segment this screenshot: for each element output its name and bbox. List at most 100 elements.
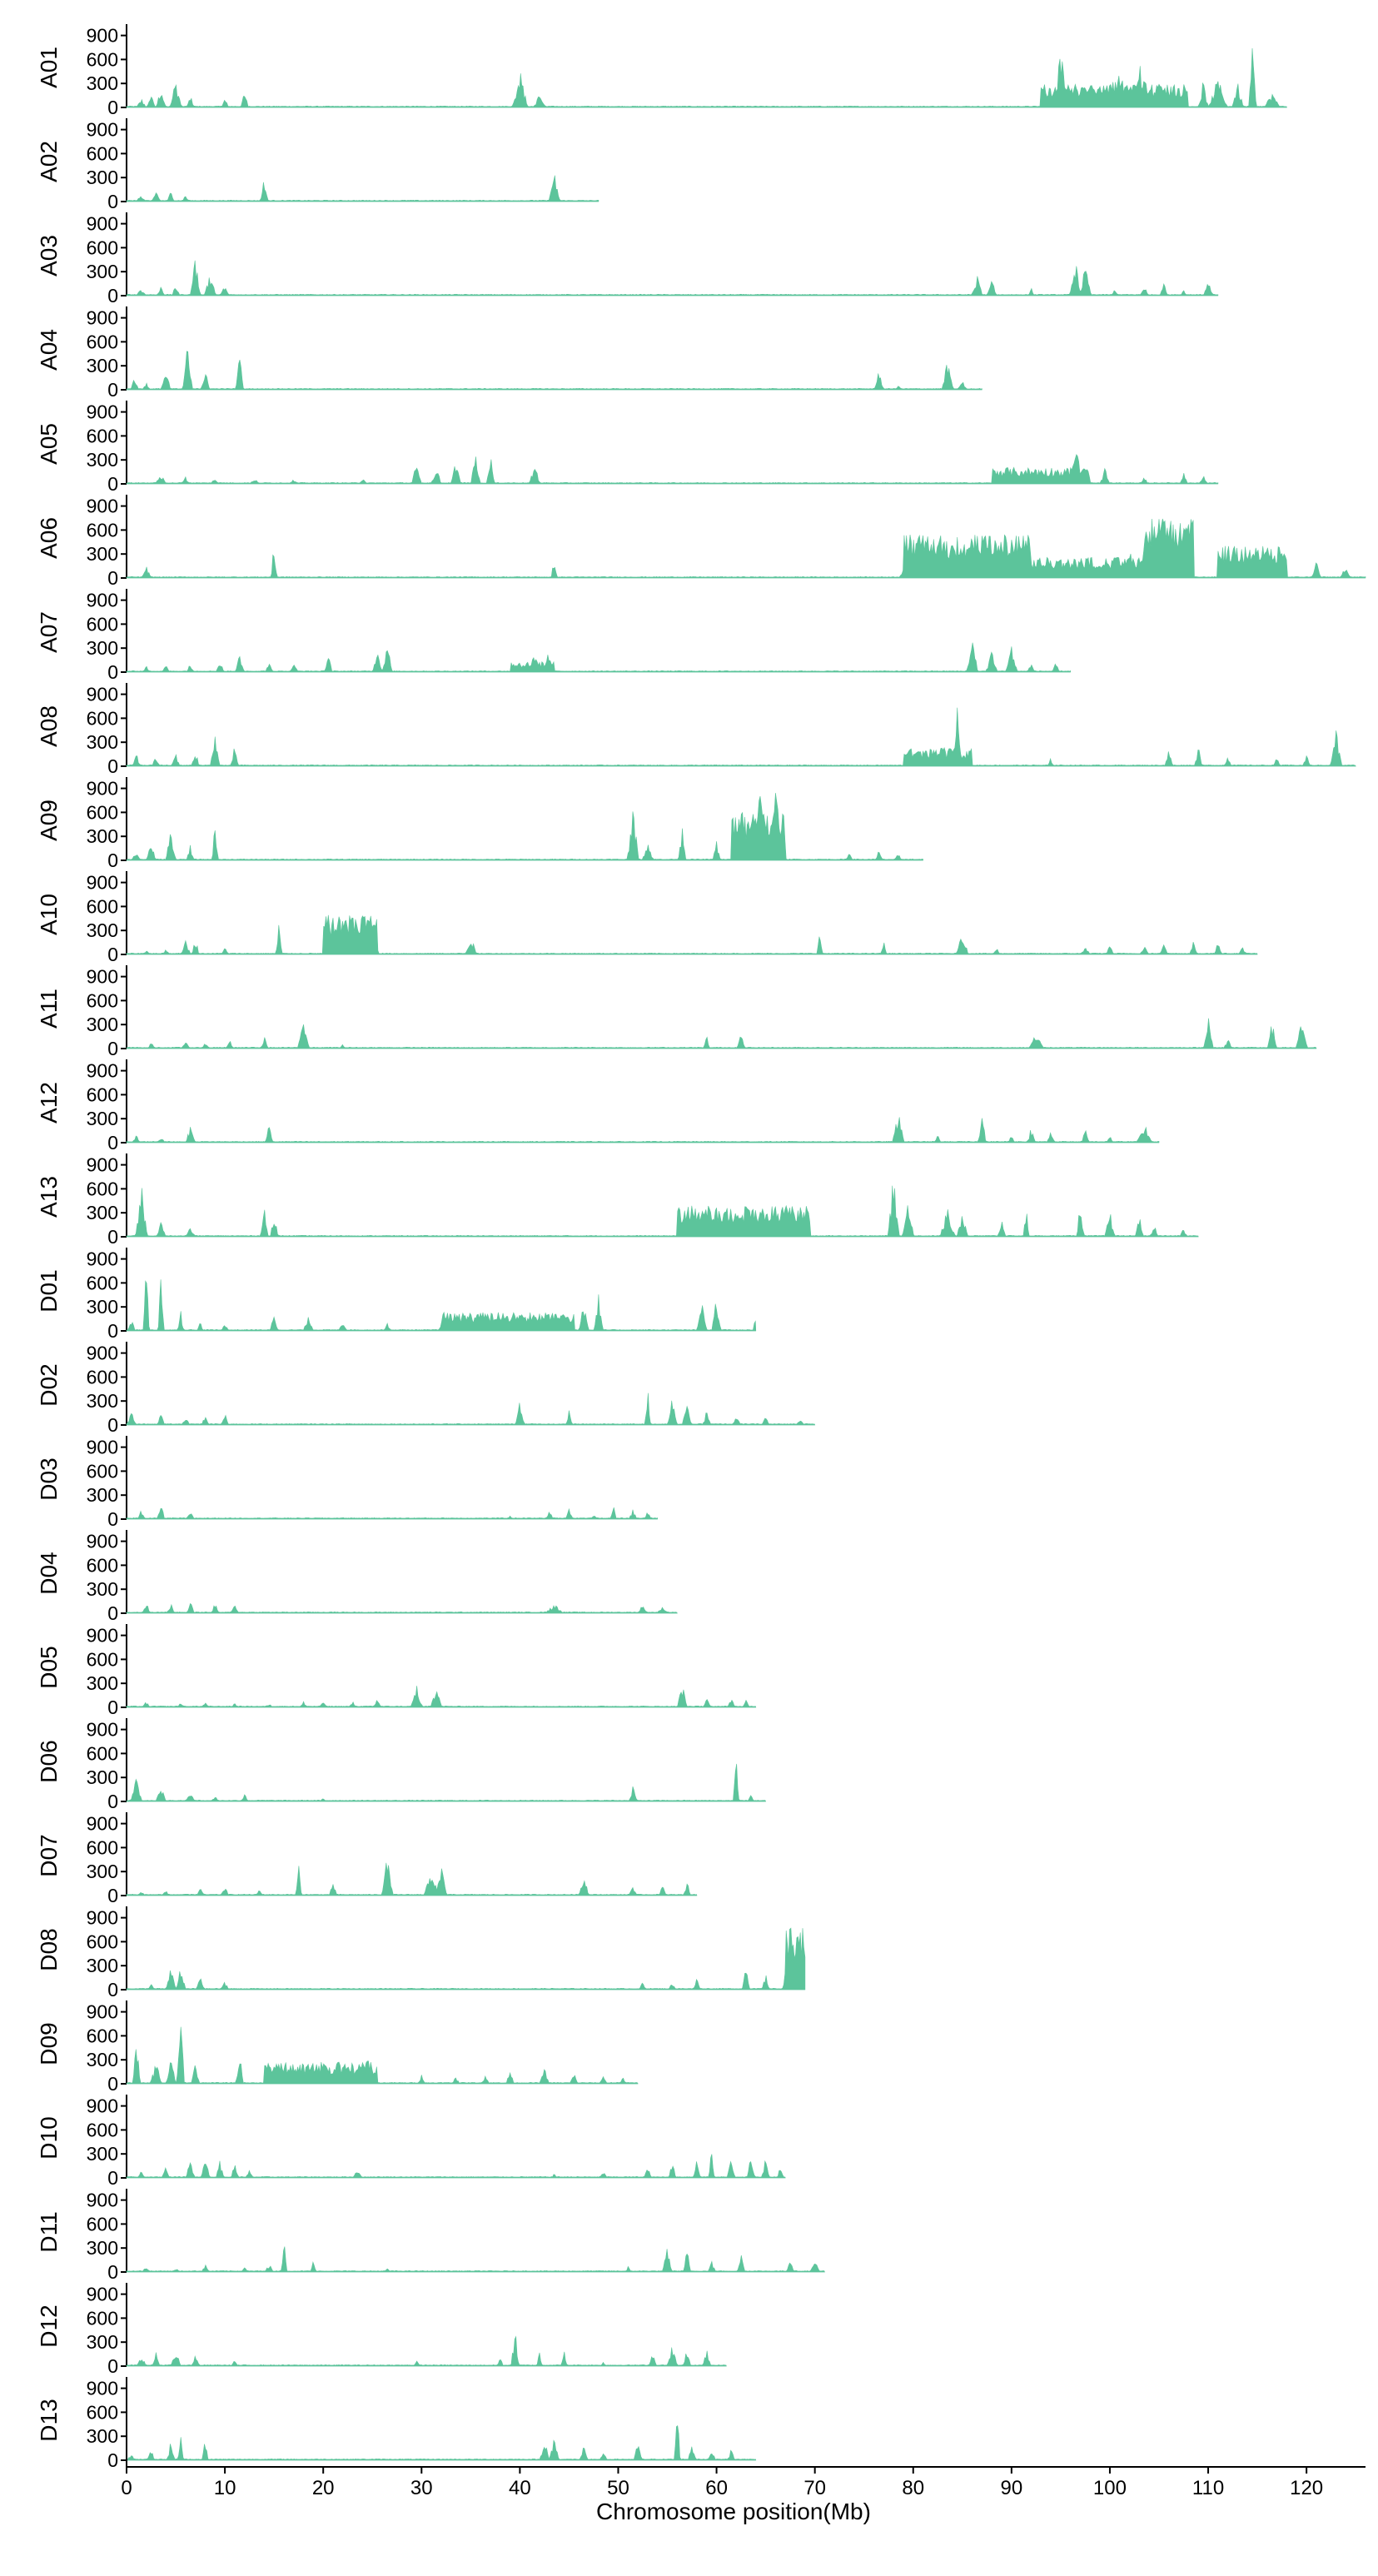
y-tick-label: 600 — [87, 707, 118, 729]
y-tick-label: 0 — [107, 1414, 118, 1436]
y-tick-label: 900 — [87, 1437, 118, 1458]
y-tick-label: 900 — [87, 2284, 118, 2305]
density-area — [126, 1763, 767, 1802]
density-area — [126, 1393, 816, 1426]
y-tick-label: 0 — [107, 1791, 118, 1812]
density-area — [126, 2154, 786, 2179]
x-tick-label: 60 — [705, 2477, 728, 2499]
y-tick-label: 300 — [87, 919, 118, 941]
x-tick-label: 40 — [509, 2477, 531, 2499]
track-label: D03 — [36, 1457, 62, 1500]
y-tick-label: 0 — [107, 473, 118, 495]
y-tick-label: 600 — [87, 2213, 118, 2235]
x-axis: 0 10 20 30 40 50 60 70 80 90 100 110 120 — [121, 2459, 1366, 2499]
y-tick-label: 900 — [87, 778, 118, 800]
density-area — [126, 914, 1258, 955]
track-label: A09 — [36, 800, 62, 841]
y-tick-label: 900 — [87, 25, 118, 47]
density-area — [126, 47, 1287, 108]
tracks-layer: A010300600900A020300600900A030300600900A… — [36, 24, 1366, 2471]
y-tick-label: 600 — [87, 1554, 118, 1576]
track-label: A04 — [36, 329, 62, 371]
y-tick-label: 0 — [107, 661, 118, 683]
y-tick-label: 300 — [87, 449, 118, 471]
y-tick-label: 600 — [87, 237, 118, 258]
density-area — [126, 1185, 1199, 1238]
y-tick-label: 0 — [107, 1697, 118, 1718]
y-tick-label: 0 — [107, 567, 118, 589]
y-tick-label: 300 — [87, 1296, 118, 1318]
y-tick-label: 0 — [107, 2355, 118, 2377]
track-label: D12 — [36, 2304, 62, 2347]
y-tick-label: 300 — [87, 543, 118, 565]
y-tick-label: 300 — [87, 1672, 118, 1694]
y-tick-label: 0 — [107, 755, 118, 777]
y-tick-label: 900 — [87, 1625, 118, 1647]
track-label: D11 — [36, 2211, 62, 2252]
y-tick-label: 0 — [107, 285, 118, 306]
track-label: A02 — [36, 141, 62, 182]
y-tick-label: 300 — [87, 1861, 118, 1882]
y-tick-label: 600 — [87, 48, 118, 70]
y-tick-label: 600 — [87, 1836, 118, 1858]
y-tick-label: 0 — [107, 1602, 118, 1624]
y-tick-label: 0 — [107, 2449, 118, 2471]
track-label: A03 — [36, 235, 62, 277]
y-tick-label: 0 — [107, 1979, 118, 2001]
track-label: A11 — [36, 989, 62, 1029]
y-tick-label: 600 — [87, 425, 118, 446]
y-tick-label: 0 — [107, 97, 118, 118]
y-tick-label: 600 — [87, 989, 118, 1011]
y-tick-label: 900 — [87, 966, 118, 988]
y-tick-label: 900 — [87, 872, 118, 894]
y-tick-label: 0 — [107, 2073, 118, 2095]
track-label: D06 — [36, 1740, 62, 1782]
density-area — [126, 2246, 826, 2273]
y-tick-label: 0 — [107, 1508, 118, 1530]
density-area — [126, 707, 1356, 767]
y-tick-label: 0 — [107, 2167, 118, 2189]
y-tick-label: 300 — [87, 1484, 118, 1506]
y-tick-label: 600 — [87, 1272, 118, 1293]
x-tick-label: 30 — [410, 2477, 433, 2499]
y-tick-label: 300 — [87, 72, 118, 94]
track-label: D01 — [36, 1269, 62, 1312]
y-tick-label: 300 — [87, 1014, 118, 1035]
y-tick-label: 900 — [87, 1719, 118, 1741]
x-tick-label: 0 — [121, 2477, 132, 2499]
y-tick-label: 900 — [87, 1060, 118, 1082]
y-tick-label: 300 — [87, 825, 118, 847]
y-tick-label: 300 — [87, 1390, 118, 1412]
density-area — [126, 1507, 658, 1520]
y-tick-label: 600 — [87, 1648, 118, 1670]
density-area — [126, 175, 599, 202]
x-tick-label: 80 — [902, 2477, 924, 2499]
track-label: A05 — [36, 423, 62, 465]
y-tick-label: 600 — [87, 1460, 118, 1482]
track-label: D10 — [36, 2116, 62, 2159]
y-tick-label: 600 — [87, 801, 118, 823]
track-label: D04 — [36, 1552, 62, 1594]
y-tick-label: 900 — [87, 401, 118, 423]
y-tick-label: 0 — [107, 1226, 118, 1248]
y-tick-label: 300 — [87, 261, 118, 282]
density-area — [126, 2335, 727, 2367]
y-tick-label: 300 — [87, 1955, 118, 1976]
density-area — [126, 518, 1366, 579]
y-tick-label: 0 — [107, 379, 118, 401]
y-tick-label: 600 — [87, 1084, 118, 1105]
y-tick-label: 900 — [87, 119, 118, 141]
track-label: A01 — [36, 47, 62, 88]
y-tick-label: 0 — [107, 850, 118, 871]
y-tick-label: 900 — [87, 1531, 118, 1552]
